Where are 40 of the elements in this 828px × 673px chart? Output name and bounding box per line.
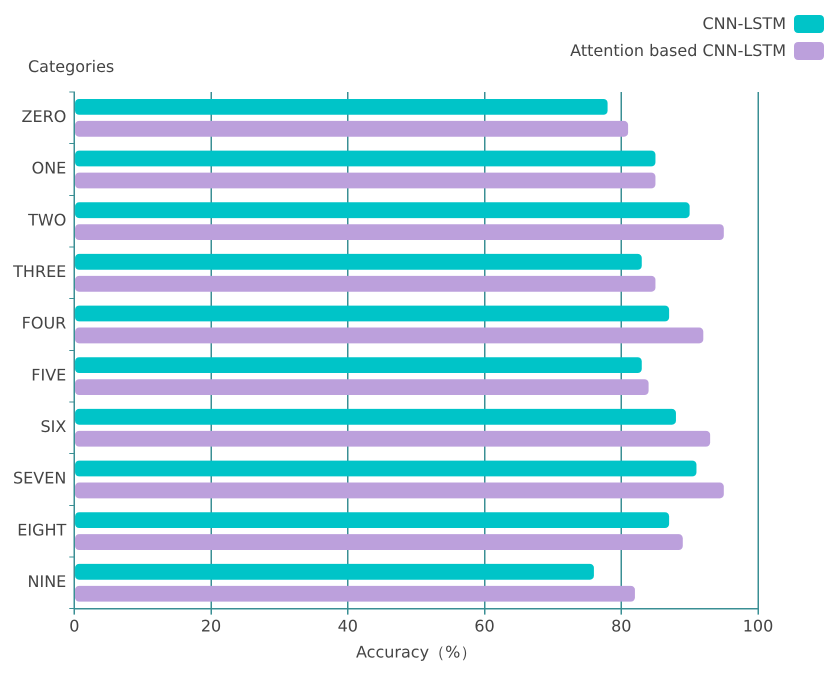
y-tick-label: ZERO [22, 106, 66, 126]
x-tick-label: 60 [474, 616, 495, 636]
bar [75, 202, 690, 218]
y-tick-label: THREE [12, 262, 66, 281]
bar [75, 276, 656, 292]
bar [75, 408, 676, 425]
y-tick-label: NINE [28, 572, 66, 591]
bar [75, 460, 696, 476]
x-tick-label: 40 [338, 616, 358, 636]
y-tick-label: ONE [32, 158, 66, 178]
bar [75, 328, 704, 344]
y-tick-label: FIVE [31, 365, 66, 384]
legend-label: Attention based CNN-LSTM [570, 41, 786, 60]
x-tick-label: 80 [611, 616, 632, 636]
x-tick-label: 0 [69, 616, 80, 636]
y-tick-label: SEVEN [12, 468, 66, 488]
bar [75, 120, 628, 137]
x-axis-title: Accuracy（%） [356, 642, 476, 662]
x-tick-label: 100 [742, 616, 774, 636]
bar [75, 150, 656, 166]
x-tick-label: 20 [200, 616, 222, 636]
bar [75, 564, 594, 580]
bar [75, 98, 608, 115]
y-axis-title: Categories [28, 57, 114, 76]
bar [75, 379, 649, 396]
bar [75, 306, 670, 322]
y-tick-label: FOUR [22, 314, 66, 333]
bar [75, 482, 724, 498]
bar [75, 224, 724, 240]
bar [75, 430, 710, 447]
bar [75, 534, 683, 550]
bar [75, 357, 642, 374]
bar [75, 586, 635, 602]
y-tick-label: EIGHT [17, 520, 67, 540]
bar [75, 254, 642, 270]
y-tick-label: SIX [40, 416, 66, 436]
legend-label: CNN-LSTM [702, 14, 786, 33]
bar [75, 172, 656, 188]
y-tick-label: TWO [27, 210, 66, 230]
bar [75, 512, 670, 528]
